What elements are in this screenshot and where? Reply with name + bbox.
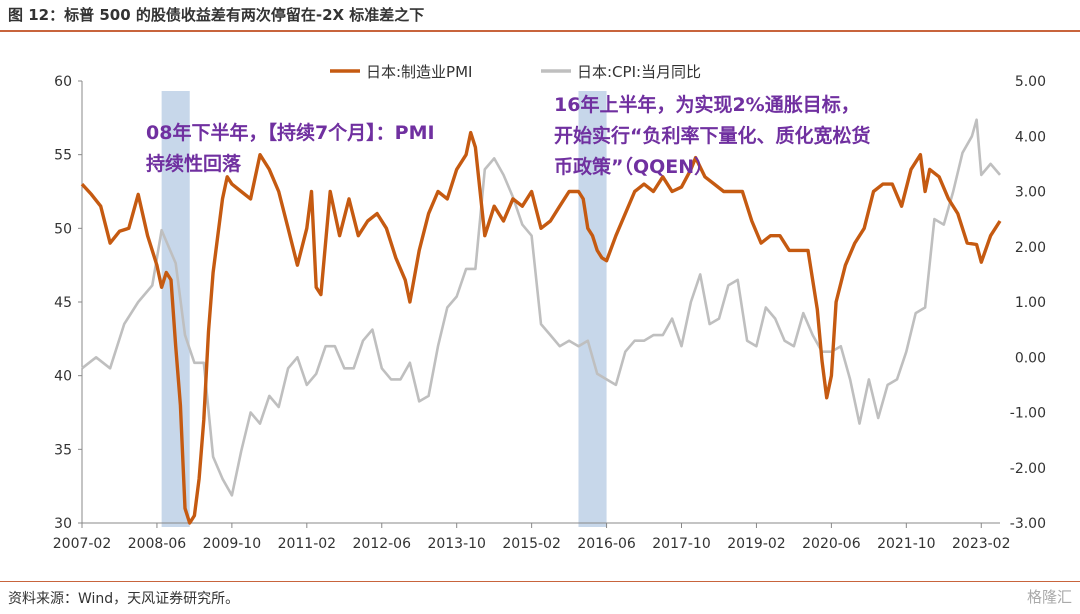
x-tick-label: 2011-02 <box>278 536 337 552</box>
x-tick-label: 2008-06 <box>128 536 187 552</box>
left-tick-label: 60 <box>54 74 72 90</box>
shaded-period <box>578 91 607 527</box>
right-tick-label: 1.00 <box>1015 295 1046 311</box>
right-tick-label: -2.00 <box>1010 461 1046 477</box>
x-tick-label: 2021-10 <box>877 536 936 552</box>
series-line-cpi <box>81 118 1001 497</box>
x-tick-label: 2012-06 <box>353 536 412 552</box>
series-line-pmi <box>80 130 1002 525</box>
x-tick-label: 2019-02 <box>727 536 786 552</box>
right-tick-label: 2.00 <box>1015 240 1046 256</box>
left-tick-label: 30 <box>54 516 72 532</box>
x-tick-label: 2020-06 <box>802 536 861 552</box>
legend-label-cpi: 日本:CPI:当月同比 <box>577 63 701 81</box>
footer-divider <box>0 581 1080 582</box>
x-tick-label: 2007-02 <box>53 536 112 552</box>
x-tick-label: 2016-06 <box>577 536 636 552</box>
title-underline <box>0 30 1080 32</box>
annotation-2008: 08年下半年，【持续7个月】：PMI持续性回落 <box>146 122 435 175</box>
dual-axis-line-chart: 30 35 40 45 50 55 60 -3.00 -2.00 -1.00 0.00 1.00 2.0… <box>53 63 1046 552</box>
figure-title: 图 12：标普 500 的股债收益差有两次停留在-2X 标准差之下 <box>8 6 425 24</box>
legend-label-pmi: 日本:制造业PMI <box>366 63 472 81</box>
right-tick-label: 4.00 <box>1015 129 1046 145</box>
x-tick-label: 2015-02 <box>502 536 561 552</box>
shaded-period <box>161 91 190 527</box>
right-tick-label: 3.00 <box>1015 185 1046 201</box>
x-tick-label: 2017-10 <box>652 536 711 552</box>
x-tick-label: 2023-02 <box>952 536 1011 552</box>
watermark-logo: 格隆汇 <box>1026 588 1072 606</box>
x-tick-label: 2009-10 <box>203 536 262 552</box>
right-tick-label: 0.00 <box>1015 350 1046 366</box>
left-tick-label: 40 <box>54 369 72 385</box>
x-tick-label: 2013-10 <box>427 536 486 552</box>
source-note: 资料来源：Wind，天风证券研究所。 <box>8 591 240 607</box>
left-tick-label: 55 <box>54 148 72 164</box>
left-tick-label: 35 <box>54 442 72 458</box>
right-tick-label: -3.00 <box>1010 516 1046 532</box>
annotation-2016: 16年上半年，为实现2%通胀目标，开始实行“负利率下量化、质化宽松货币政策”（Q… <box>554 94 871 178</box>
left-tick-label: 45 <box>54 295 72 311</box>
right-tick-label: 5.00 <box>1015 74 1046 90</box>
left-tick-label: 50 <box>54 221 72 237</box>
right-tick-label: -1.00 <box>1010 406 1046 422</box>
